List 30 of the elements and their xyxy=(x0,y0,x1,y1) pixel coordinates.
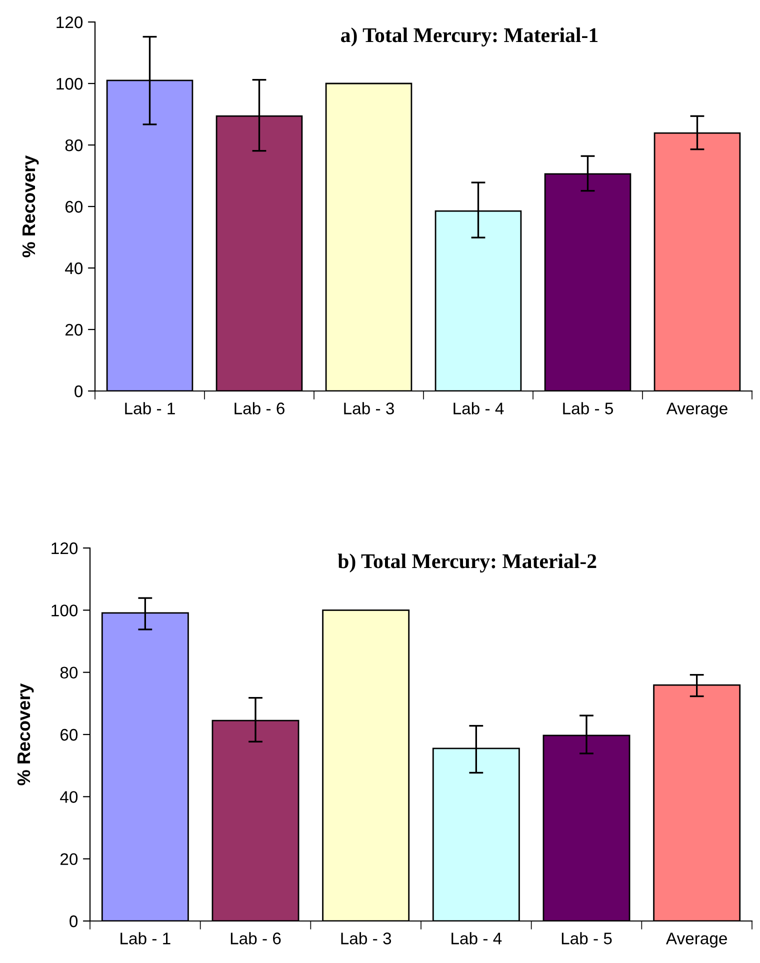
x-tick-label: Lab - 6 xyxy=(230,932,281,944)
x-tick-label: Average xyxy=(666,402,728,418)
y-tick-label: 80 xyxy=(65,139,83,152)
x-tick-label: Lab - 5 xyxy=(562,932,612,944)
x-tick-label: Lab - 4 xyxy=(452,932,502,944)
y-tick-label: 40 xyxy=(60,791,78,803)
y-tick-label: 100 xyxy=(56,78,83,90)
chart-title: a) Total Mercury: Material-1 xyxy=(341,28,598,46)
x-tick-label: Lab - 3 xyxy=(344,402,394,414)
x-tick-label: Lab - 1 xyxy=(125,402,175,414)
y-tick-label: 20 xyxy=(65,324,83,336)
x-tick-label: Lab - 6 xyxy=(234,402,284,414)
x-tick-label: Average xyxy=(666,932,727,948)
y-tick-label: 120 xyxy=(52,542,78,554)
chart-title: b) Total Mercury: Material-2 xyxy=(338,554,596,573)
x-tick-label: Lab - 1 xyxy=(120,932,170,944)
x-tick-label: Lab - 4 xyxy=(454,402,504,414)
x-tick-label: Lab - 5 xyxy=(563,402,613,414)
y-tick-label: 0 xyxy=(70,915,78,928)
y-tick-label: 60 xyxy=(66,200,83,213)
y-tick-label: 20 xyxy=(60,853,78,866)
y-tick-label: 60 xyxy=(60,728,78,741)
y-axis-title: % Recovery xyxy=(17,683,34,786)
y-tick-label: 100 xyxy=(52,604,78,616)
y-axis-title: % Recovery xyxy=(22,155,39,258)
y-tick-label: 80 xyxy=(60,666,78,679)
y-tick-label: 120 xyxy=(56,16,83,28)
x-tick-label: Lab - 3 xyxy=(341,932,392,944)
y-tick-label: 40 xyxy=(65,262,83,274)
y-tick-label: 0 xyxy=(74,385,83,398)
